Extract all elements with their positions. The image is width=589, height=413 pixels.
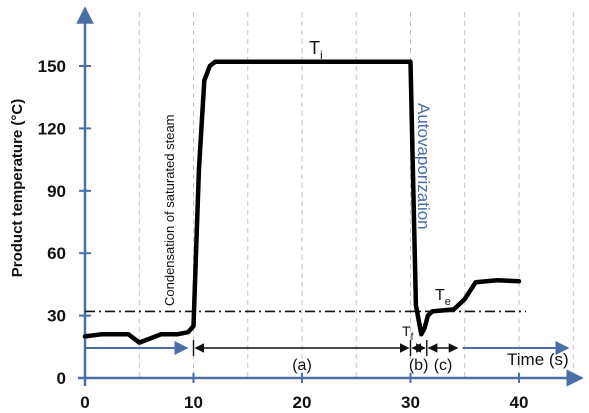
- y-axis-label: Product temperature (°C): [9, 99, 26, 278]
- segment-label-2: (c): [434, 357, 453, 374]
- x-axis-label: Time (s): [507, 350, 569, 369]
- x-tick-label-0: 0: [80, 393, 89, 412]
- y-tick-label-0: 0: [57, 369, 66, 388]
- tf-annotation: Tf: [402, 323, 414, 343]
- segment-label-1: (b): [409, 357, 429, 374]
- y-tick-label-30: 30: [47, 307, 66, 326]
- axes: [76, 6, 584, 387]
- y-tick-label-150: 150: [38, 57, 66, 76]
- x-tick-label-10: 10: [184, 393, 203, 412]
- te-annotation: Te: [435, 287, 451, 308]
- time-segments: (a) (b) (c): [85, 340, 570, 374]
- y-tick-label-120: 120: [38, 119, 66, 138]
- condensation-label: Condensation of saturated steam: [162, 114, 177, 306]
- series-line-0: [82, 59, 522, 345]
- x-tick-label-30: 30: [401, 393, 420, 412]
- segment-label-0: (a): [292, 357, 312, 374]
- y-tick-label-90: 90: [47, 182, 66, 201]
- series: [82, 59, 522, 345]
- x-tick-label-20: 20: [293, 393, 312, 412]
- tick-labels: 0 30 60 90 120 150 0 10 20 30 40: [38, 57, 529, 412]
- autovaporization-label: Autovaporization: [414, 103, 433, 230]
- y-tick-label-60: 60: [47, 244, 66, 263]
- grid: [138, 12, 574, 378]
- x-tick-label-40: 40: [510, 393, 529, 412]
- ti-annotation: Ti: [309, 38, 323, 62]
